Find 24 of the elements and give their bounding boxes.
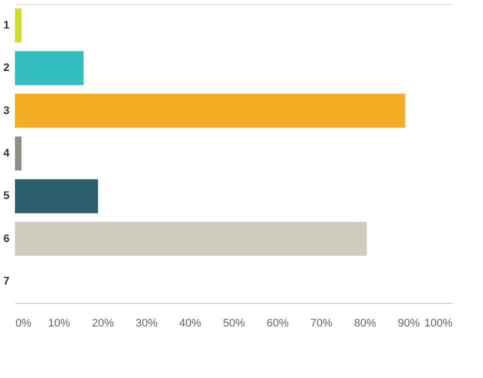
y-tick-label: 3 [3,104,10,117]
bar [15,222,367,256]
y-tick-label: 2 [3,62,10,74]
x-tick-label: 30% [136,318,158,330]
bar [15,179,98,214]
x-tick-label: 50% [222,318,246,330]
x-tick-label: 20% [92,318,114,330]
bar [15,94,406,128]
y-tick-label: 1 [3,19,10,32]
x-tick-label: 70% [310,318,333,330]
x-tick-label: 100% [424,318,453,330]
bar [15,8,22,42]
x-tick-label: 0% [16,318,32,330]
x-tick-label: 60% [266,318,289,330]
x-tick-label: 90% [398,318,420,330]
y-tick-label: 6 [3,232,10,245]
bar [15,51,84,86]
x-tick-label: 80% [354,318,376,330]
bar [15,136,22,170]
y-tick-label: 7 [3,276,10,288]
x-tick-label: 40% [179,318,202,330]
x-tick-label: 10% [48,318,70,330]
y-tick-label: 4 [3,148,10,160]
y-tick-label: 5 [3,190,10,202]
